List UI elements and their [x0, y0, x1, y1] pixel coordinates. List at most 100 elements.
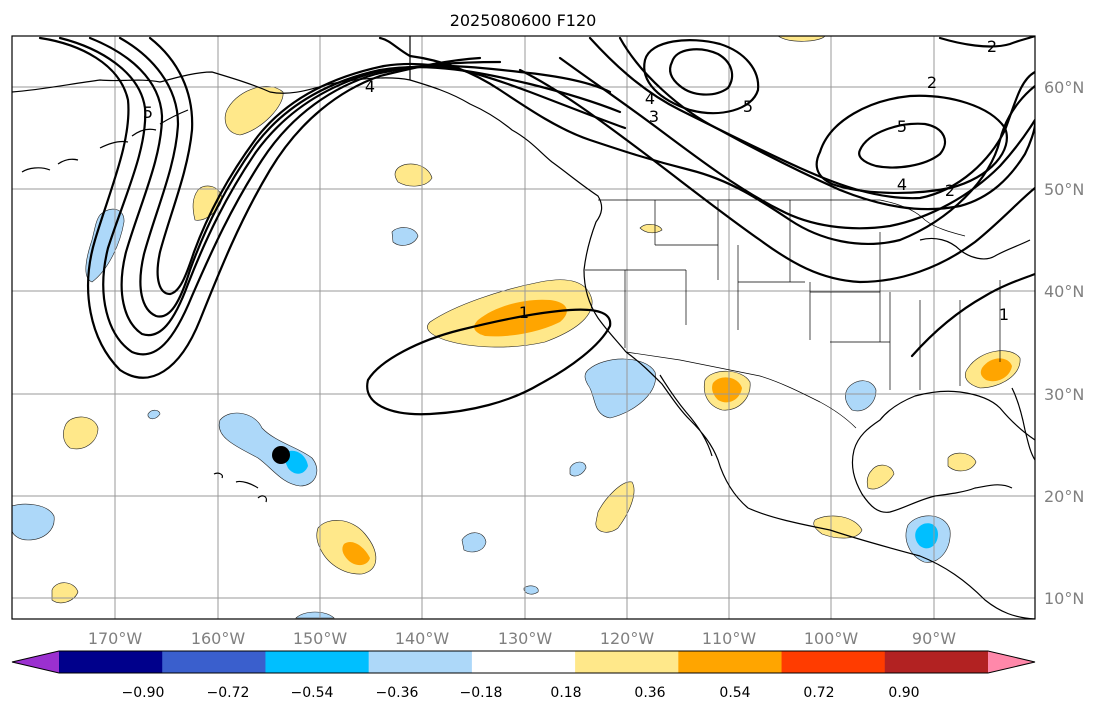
negative-anomaly-patch	[12, 503, 55, 541]
contour-line	[669, 48, 734, 96]
contour-label: 4	[645, 89, 655, 108]
contour-labels: 5 4 4 3 5 2 2 5 4 2 1 1	[143, 37, 1009, 324]
gulf-coast	[851, 390, 1035, 513]
colorbar-segment	[59, 651, 163, 673]
contour-line	[378, 36, 1035, 246]
map-area: 5 4 4 3 5 2 2 5 4 2 1 1	[12, 36, 1035, 619]
bc-coast	[409, 79, 627, 353]
lon-tick-label: 130°W	[498, 629, 553, 648]
contour-line	[148, 36, 627, 296]
positive-anomaly-patch	[947, 452, 977, 472]
mexico-pacific-coast	[747, 507, 1035, 619]
colorbar-segment	[678, 651, 783, 673]
longitude-tick-labels: 170°W 160°W 150°W 140°W 130°W 120°W 110°…	[88, 629, 956, 648]
negative-anomaly-core	[915, 523, 938, 549]
map-frame	[11, 35, 1036, 620]
negative-anomaly-patch	[461, 532, 487, 553]
lat-tick-label: 30°N	[1044, 385, 1084, 404]
contour-line	[118, 36, 622, 318]
contour-line	[38, 36, 482, 379]
contour-label: 5	[143, 103, 153, 122]
positive-anomaly-core	[474, 299, 567, 337]
positive-anomaly-patch	[595, 481, 635, 533]
contour-label: 2	[987, 37, 997, 56]
negative-anomaly-core	[284, 450, 308, 474]
contour-label: 1	[519, 303, 529, 322]
anomaly-shading	[12, 36, 1021, 619]
colorbar-tick-label: 0.72	[803, 685, 834, 701]
baja-coast	[625, 351, 749, 509]
colorbar-tick-label: 0.90	[888, 685, 919, 701]
latitude-tick-labels: 60°N 50°N 40°N 30°N 20°N 10°N	[1044, 78, 1084, 608]
negative-anomaly-patch	[584, 358, 656, 419]
contour-line	[558, 56, 1035, 230]
contour-line	[858, 122, 947, 169]
contour-label: 3	[649, 107, 659, 126]
colorbar-outline	[11, 650, 1036, 674]
coastlines	[12, 36, 1035, 619]
contour-label: 1	[999, 305, 1009, 324]
colorbar-segment	[884, 651, 989, 673]
positive-anomaly-patch	[224, 86, 284, 136]
colorbar-extend-low	[12, 651, 59, 673]
contour-line	[910, 272, 1035, 358]
contour-line	[938, 36, 1035, 48]
colorbar-tick-labels: −0.90 −0.72 −0.54 −0.36 −0.18 0.18 0.36 …	[122, 685, 920, 701]
contour-line	[518, 68, 1035, 284]
aleutian-islands	[21, 109, 189, 173]
contour-lines	[38, 36, 1035, 416]
contour-line	[815, 94, 1008, 194]
lon-tick-label: 150°W	[293, 629, 348, 648]
contour-line	[366, 308, 612, 416]
lon-tick-label: 170°W	[88, 629, 143, 648]
colorbar-tick-label: −0.54	[291, 685, 334, 701]
florida	[1011, 387, 1035, 461]
negative-anomaly-patch	[523, 585, 539, 595]
contour-label: 4	[365, 77, 375, 96]
political-borders	[585, 199, 1001, 429]
black-circle-marker	[272, 446, 290, 464]
contour-line	[58, 36, 502, 356]
hawaii-islands	[213, 472, 267, 503]
contour-label: 2	[945, 181, 955, 200]
lon-tick-label: 100°W	[804, 629, 859, 648]
colorbar-tick-label: −0.18	[460, 685, 503, 701]
negative-anomaly-patch	[391, 227, 419, 246]
figure-title: 2025080600 F120	[450, 11, 597, 30]
positive-anomaly-patch	[63, 416, 99, 450]
colorbar-segment	[781, 651, 886, 673]
lon-tick-label: 110°W	[702, 629, 757, 648]
positive-anomaly-patch	[394, 163, 433, 187]
colorbar-segment	[265, 651, 370, 673]
colorbar-tick-label: −0.72	[207, 685, 250, 701]
positive-anomaly-core	[342, 541, 370, 566]
negative-anomaly-patch	[845, 380, 877, 412]
positive-anomaly-patch	[866, 464, 895, 490]
colorbar-tick-label: 0.36	[634, 685, 665, 701]
lon-tick-label: 140°W	[395, 629, 450, 648]
positive-anomaly-patch	[639, 224, 663, 234]
contour-label: 5	[897, 117, 907, 136]
contour-label: 4	[897, 175, 907, 194]
lat-tick-label: 60°N	[1044, 78, 1084, 97]
us-state-lines	[585, 200, 1001, 390]
colorbar-segment	[368, 651, 473, 673]
contour-line	[88, 36, 612, 337]
great-lakes	[919, 237, 1031, 260]
colorbar-extend-high	[988, 651, 1035, 673]
contour-line	[643, 39, 760, 115]
lat-tick-label: 20°N	[1044, 487, 1084, 506]
lat-tick-label: 40°N	[1044, 282, 1084, 301]
negative-anomaly-patch	[147, 409, 161, 420]
lat-tick-label: 10°N	[1044, 589, 1084, 608]
lat-tick-label: 50°N	[1044, 180, 1084, 199]
colorbar	[11, 650, 1036, 674]
colorbar-segment	[575, 651, 679, 673]
contour-label: 5	[743, 97, 753, 116]
lon-tick-label: 160°W	[191, 629, 246, 648]
us-mexico-border	[625, 351, 857, 429]
us-canada-border	[598, 199, 966, 237]
positive-anomaly-patch	[777, 36, 826, 42]
positive-anomaly-core	[712, 377, 742, 403]
